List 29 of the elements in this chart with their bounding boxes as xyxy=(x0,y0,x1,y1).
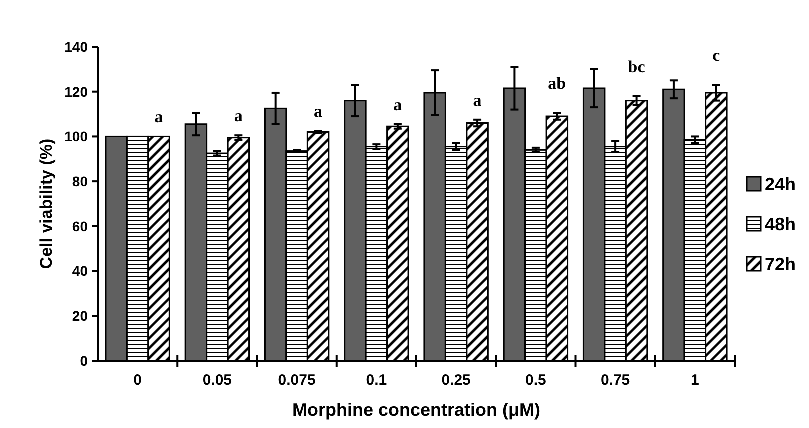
x-tick-label: 0.1 xyxy=(366,372,388,389)
y-tick-label: 60 xyxy=(72,218,88,234)
y-tick-label: 100 xyxy=(64,128,88,145)
annotation: a xyxy=(154,108,164,127)
y-tick-label: 0 xyxy=(80,352,88,369)
x-tick-label: 1 xyxy=(691,372,700,389)
y-tick-label: 20 xyxy=(72,308,88,324)
legend-label: 48h xyxy=(765,214,796,234)
x-tick-label: 0.25 xyxy=(442,372,471,389)
annotation: a xyxy=(473,90,482,110)
x-tick-label: 0.05 xyxy=(202,372,232,389)
annotation: a xyxy=(234,106,244,126)
y-axis-title: Cell viability (%) xyxy=(37,138,56,270)
legend-label: 24h xyxy=(765,174,796,194)
annotation: a xyxy=(314,102,324,122)
x-tick-label: 0.75 xyxy=(600,372,630,389)
annotation: a xyxy=(394,95,403,114)
annotation: c xyxy=(712,46,721,66)
y-tick-label: 80 xyxy=(72,173,88,190)
x-tick-label: 0.075 xyxy=(278,372,316,389)
y-tick-label: 140 xyxy=(64,38,88,55)
x-axis-title: Morphine concentration (μM) xyxy=(292,400,541,420)
annotation: ab xyxy=(548,74,566,94)
x-tick-label: 0.5 xyxy=(526,372,546,389)
y-tick-label: 40 xyxy=(72,263,88,280)
x-tick-label: 0 xyxy=(134,372,142,389)
y-tick-label: 120 xyxy=(64,84,88,100)
annotation: bc xyxy=(628,57,646,76)
legend-label: 72h xyxy=(765,254,796,274)
